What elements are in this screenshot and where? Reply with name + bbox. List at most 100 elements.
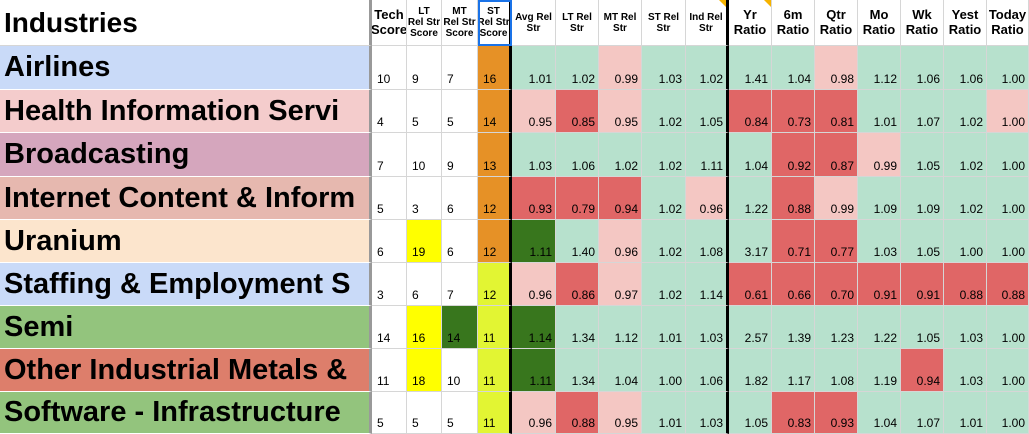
value-cell-mt[interactable]: 7: [442, 46, 478, 90]
value-cell-qtr[interactable]: 0.98: [815, 46, 858, 90]
value-cell-indrs[interactable]: 1.03: [686, 392, 729, 434]
value-cell-tech[interactable]: 4: [372, 90, 407, 133]
value-cell-qtr[interactable]: 1.08: [815, 349, 858, 392]
value-cell-yr[interactable]: 0.84: [729, 90, 772, 133]
value-cell-yr[interactable]: 1.22: [729, 177, 772, 220]
value-cell-mtrs[interactable]: 0.95: [599, 90, 642, 133]
industry-name-cell[interactable]: Software - Infrastructure: [0, 392, 372, 434]
value-cell-m6[interactable]: 1.17: [772, 349, 815, 392]
value-cell-m6[interactable]: 1.04: [772, 46, 815, 90]
value-cell-mo[interactable]: 1.04: [858, 392, 901, 434]
value-cell-wk[interactable]: 1.05: [901, 306, 944, 349]
value-cell-m6[interactable]: 0.88: [772, 177, 815, 220]
header-tech[interactable]: Tech Score: [372, 0, 407, 46]
value-cell-avg[interactable]: 1.11: [512, 220, 556, 263]
value-cell-today[interactable]: 0.88: [987, 263, 1029, 306]
value-cell-mt[interactable]: 7: [442, 263, 478, 306]
value-cell-mo[interactable]: 1.19: [858, 349, 901, 392]
value-cell-mtrs[interactable]: 1.04: [599, 349, 642, 392]
value-cell-yr[interactable]: 1.41: [729, 46, 772, 90]
industry-name-cell[interactable]: Semi: [0, 306, 372, 349]
value-cell-ltrs[interactable]: 0.86: [556, 263, 599, 306]
industry-name-cell[interactable]: Airlines: [0, 46, 372, 90]
value-cell-strs[interactable]: 1.01: [642, 306, 686, 349]
industry-name-cell[interactable]: Broadcasting: [0, 133, 372, 177]
value-cell-indrs[interactable]: 1.08: [686, 220, 729, 263]
value-cell-tech[interactable]: 10: [372, 46, 407, 90]
value-cell-yest[interactable]: 1.01: [944, 392, 987, 434]
value-cell-st[interactable]: 11: [478, 306, 512, 349]
value-cell-ltrs[interactable]: 0.79: [556, 177, 599, 220]
value-cell-indrs[interactable]: 1.03: [686, 306, 729, 349]
value-cell-mo[interactable]: 1.01: [858, 90, 901, 133]
value-cell-ltrs[interactable]: 0.88: [556, 392, 599, 434]
industry-name-cell[interactable]: Other Industrial Metals &: [0, 349, 372, 392]
value-cell-tech[interactable]: 3: [372, 263, 407, 306]
value-cell-mt[interactable]: 10: [442, 349, 478, 392]
value-cell-yest[interactable]: 1.00: [944, 220, 987, 263]
value-cell-today[interactable]: 1.00: [987, 220, 1029, 263]
value-cell-wk[interactable]: 1.06: [901, 46, 944, 90]
value-cell-st[interactable]: 11: [478, 392, 512, 434]
value-cell-strs[interactable]: 1.03: [642, 46, 686, 90]
header-ltrs[interactable]: LT Rel Str: [556, 0, 599, 46]
value-cell-mtrs[interactable]: 1.02: [599, 133, 642, 177]
value-cell-avg[interactable]: 0.96: [512, 263, 556, 306]
value-cell-indrs[interactable]: 1.11: [686, 133, 729, 177]
value-cell-avg[interactable]: 1.11: [512, 349, 556, 392]
value-cell-avg[interactable]: 1.03: [512, 133, 556, 177]
industry-name-cell[interactable]: Health Information Servi: [0, 90, 372, 133]
value-cell-avg[interactable]: 1.14: [512, 306, 556, 349]
value-cell-today[interactable]: 1.00: [987, 306, 1029, 349]
value-cell-lt[interactable]: 9: [407, 46, 442, 90]
value-cell-avg[interactable]: 0.93: [512, 177, 556, 220]
value-cell-today[interactable]: 1.00: [987, 392, 1029, 434]
industry-name-cell[interactable]: Internet Content & Inform: [0, 177, 372, 220]
value-cell-today[interactable]: 1.00: [987, 349, 1029, 392]
value-cell-avg[interactable]: 0.96: [512, 392, 556, 434]
header-qtr[interactable]: Qtr Ratio: [815, 0, 858, 46]
value-cell-yr[interactable]: 1.82: [729, 349, 772, 392]
header-wk[interactable]: Wk Ratio: [901, 0, 944, 46]
value-cell-yest[interactable]: 1.02: [944, 133, 987, 177]
value-cell-strs[interactable]: 1.02: [642, 90, 686, 133]
value-cell-mo[interactable]: 1.09: [858, 177, 901, 220]
value-cell-strs[interactable]: 1.02: [642, 263, 686, 306]
value-cell-strs[interactable]: 1.00: [642, 349, 686, 392]
header-lt[interactable]: LT Rel Str Score: [407, 0, 442, 46]
value-cell-mtrs[interactable]: 0.99: [599, 46, 642, 90]
value-cell-m6[interactable]: 0.66: [772, 263, 815, 306]
header-today[interactable]: Today Ratio: [987, 0, 1029, 46]
value-cell-tech[interactable]: 5: [372, 177, 407, 220]
value-cell-today[interactable]: 1.00: [987, 46, 1029, 90]
industry-name-cell[interactable]: Staffing & Employment S: [0, 263, 372, 306]
header-avg[interactable]: Avg Rel Str: [512, 0, 556, 46]
value-cell-mtrs[interactable]: 0.97: [599, 263, 642, 306]
value-cell-mt[interactable]: 6: [442, 177, 478, 220]
value-cell-yest[interactable]: 1.03: [944, 349, 987, 392]
header-st[interactable]: ST Rel Str Score: [478, 0, 512, 46]
value-cell-ltrs[interactable]: 1.34: [556, 306, 599, 349]
value-cell-indrs[interactable]: 1.14: [686, 263, 729, 306]
value-cell-m6[interactable]: 0.73: [772, 90, 815, 133]
value-cell-st[interactable]: 12: [478, 263, 512, 306]
value-cell-mo[interactable]: 1.22: [858, 306, 901, 349]
value-cell-mt[interactable]: 5: [442, 392, 478, 434]
value-cell-qtr[interactable]: 0.99: [815, 177, 858, 220]
header-yest[interactable]: Yest Ratio: [944, 0, 987, 46]
header-yr[interactable]: Yr Ratio: [729, 0, 772, 46]
value-cell-indrs[interactable]: 0.96: [686, 177, 729, 220]
header-mtrs[interactable]: MT Rel Str: [599, 0, 642, 46]
value-cell-wk[interactable]: 0.91: [901, 263, 944, 306]
value-cell-lt[interactable]: 6: [407, 263, 442, 306]
value-cell-yest[interactable]: 1.02: [944, 90, 987, 133]
value-cell-yest[interactable]: 1.06: [944, 46, 987, 90]
value-cell-wk[interactable]: 1.05: [901, 133, 944, 177]
value-cell-yest[interactable]: 1.02: [944, 177, 987, 220]
value-cell-mt[interactable]: 14: [442, 306, 478, 349]
value-cell-st[interactable]: 11: [478, 349, 512, 392]
value-cell-lt[interactable]: 5: [407, 392, 442, 434]
value-cell-yr[interactable]: 3.17: [729, 220, 772, 263]
value-cell-mt[interactable]: 9: [442, 133, 478, 177]
value-cell-m6[interactable]: 0.92: [772, 133, 815, 177]
